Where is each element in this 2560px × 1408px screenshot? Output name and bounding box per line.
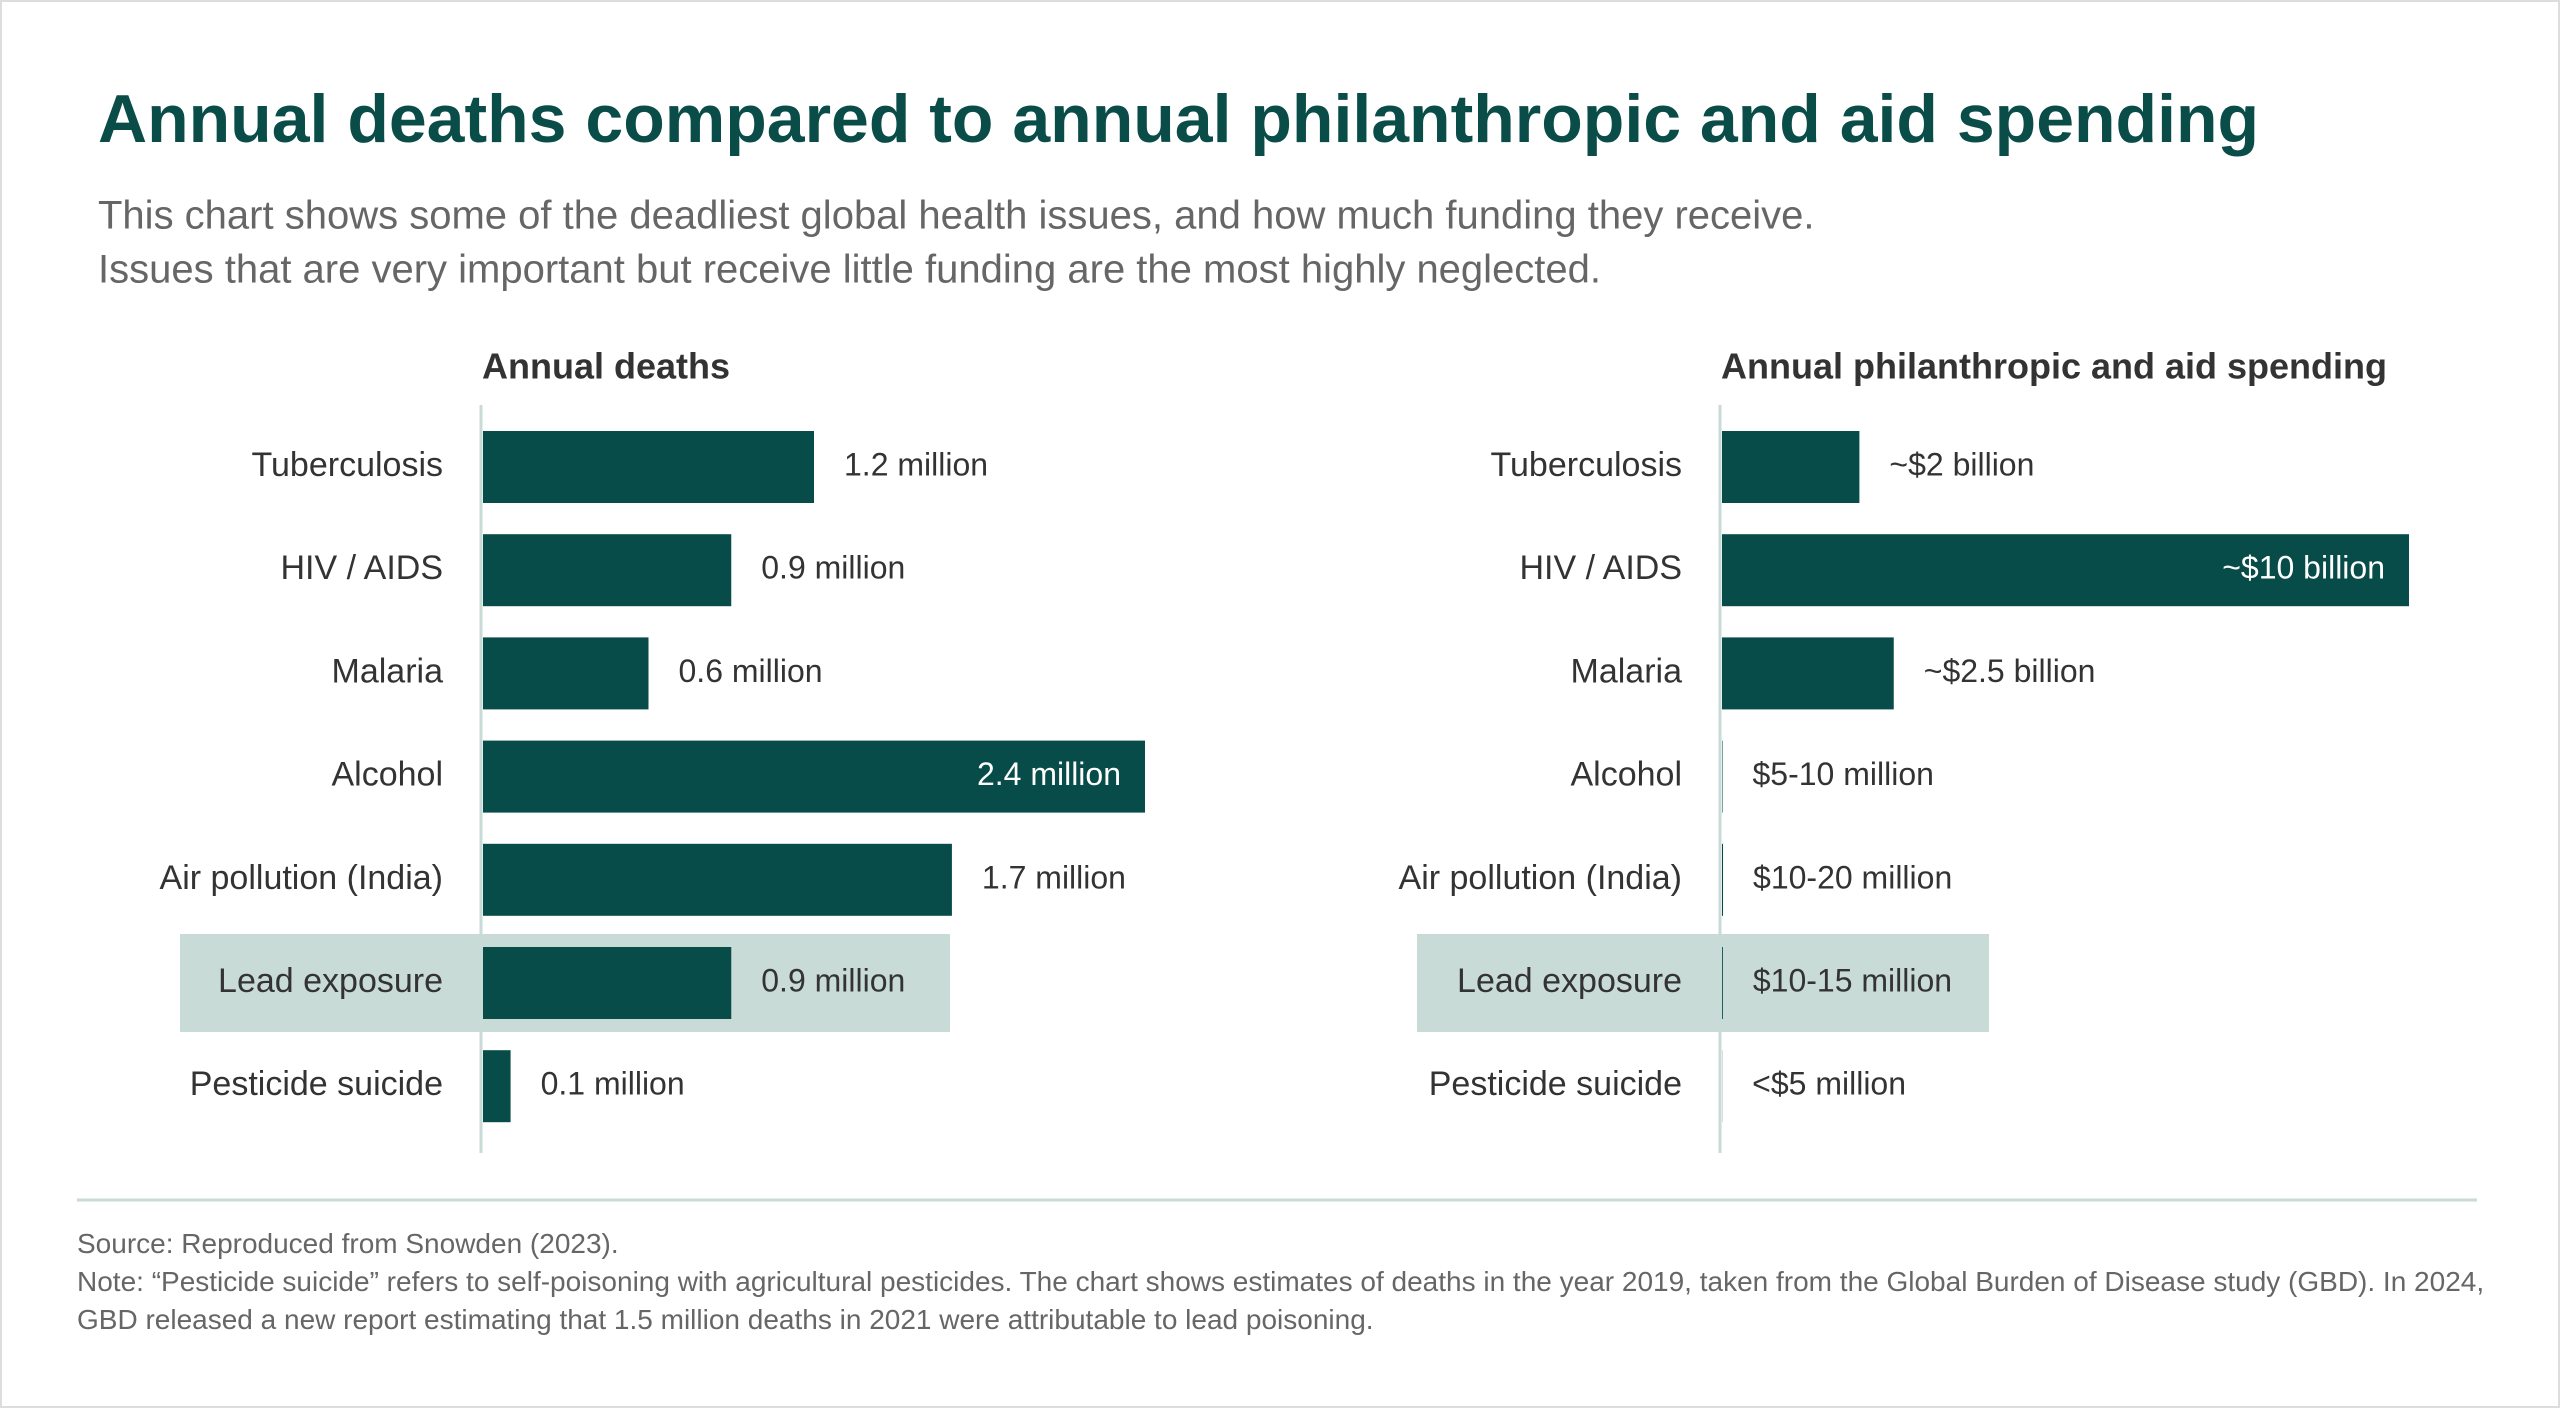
value-label: 2.4 million xyxy=(977,756,1121,792)
footer: Source: Reproduced from Snowden (2023). … xyxy=(77,1225,2497,1339)
category-label: Malaria xyxy=(1571,652,1683,690)
bar xyxy=(1722,843,1724,916)
value-label: 1.2 million xyxy=(844,446,988,482)
subtitle: Issues that are very important but recei… xyxy=(98,248,1601,292)
value-label: 0.1 million xyxy=(541,1066,685,1102)
value-label: 1.7 million xyxy=(982,859,1126,895)
category-label: Tuberculosis xyxy=(1491,446,1682,484)
category-label: Alcohol xyxy=(331,756,443,794)
panel-title: Annual deaths xyxy=(482,346,730,387)
bar xyxy=(1722,740,1723,813)
bar xyxy=(483,947,732,1019)
bar xyxy=(483,431,814,503)
bar xyxy=(483,637,649,710)
bar xyxy=(1722,431,1860,503)
category-label: HIV / AIDS xyxy=(281,549,444,587)
subtitle: This chart shows some of the deadliest g… xyxy=(98,194,1815,238)
bar xyxy=(1722,947,1723,1019)
category-label: Malaria xyxy=(332,652,444,690)
bar xyxy=(483,740,1145,813)
value-label: ~$2 billion xyxy=(1889,446,2034,482)
value-label: ~$2.5 billion xyxy=(1924,653,2096,689)
bar xyxy=(1722,637,1894,710)
category-label: Pesticide suicide xyxy=(190,1065,443,1103)
value-label: <$5 million xyxy=(1752,1066,1906,1102)
category-label: Air pollution (India) xyxy=(160,859,443,897)
category-label: Air pollution (India) xyxy=(1399,859,1682,897)
source: Source: Reproduced from Snowden (2023). xyxy=(77,1228,619,1259)
category-label: Tuberculosis xyxy=(252,446,443,484)
title: Annual deaths compared to annual philant… xyxy=(98,81,2259,157)
bar xyxy=(483,1050,511,1123)
value-label: 0.6 million xyxy=(679,653,823,689)
category-label: Alcohol xyxy=(1570,756,1682,794)
bar xyxy=(483,843,952,916)
value-label: $5-10 million xyxy=(1753,756,1934,792)
bar xyxy=(1722,534,2409,607)
value-label: 0.9 million xyxy=(761,962,905,998)
category-label: Lead exposure xyxy=(1457,962,1682,1000)
value-label: $10-20 million xyxy=(1753,859,1952,895)
bar xyxy=(483,534,732,607)
panel-title: Annual philanthropic and aid spending xyxy=(1721,346,2387,387)
value-label: $10-15 million xyxy=(1753,962,1952,998)
highlight xyxy=(1417,934,1989,1032)
value-label: 0.9 million xyxy=(761,550,905,586)
category-label: Lead exposure xyxy=(218,962,443,1000)
category-label: Pesticide suicide xyxy=(1429,1065,1682,1103)
category-label: HIV / AIDS xyxy=(1520,549,1683,587)
note: Note: “Pesticide suicide” refers to self… xyxy=(77,1266,2485,1335)
value-label: ~$10 billion xyxy=(2222,550,2385,586)
